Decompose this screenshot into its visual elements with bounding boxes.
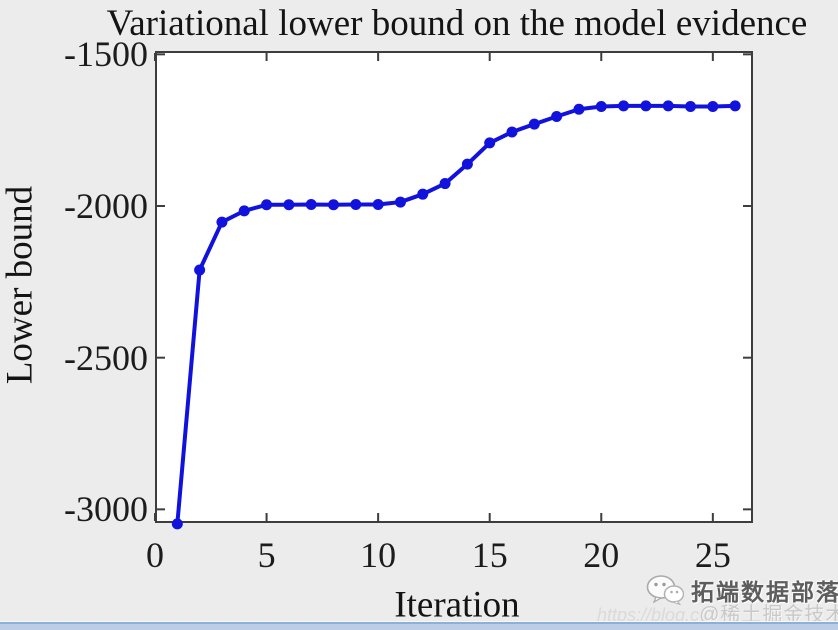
y-tick-label: -3000 bbox=[64, 489, 148, 530]
wechat-icon bbox=[646, 575, 684, 605]
data-point-marker bbox=[618, 100, 630, 112]
x-axis-label: Iteration bbox=[394, 584, 520, 626]
data-point-marker bbox=[171, 518, 183, 530]
x-tick-label: 25 bbox=[694, 535, 731, 575]
watermark-brand: 拓端数据部落 bbox=[691, 579, 838, 605]
y-axis-label: Lower bound bbox=[0, 185, 41, 385]
footer-blue-line bbox=[0, 622, 838, 624]
data-point-marker bbox=[461, 158, 473, 170]
line-chart-canvas bbox=[154, 51, 753, 530]
chart-title: Variational lower bound on the model evi… bbox=[106, 3, 808, 44]
footer-blue-bar bbox=[0, 624, 838, 630]
data-point-marker bbox=[551, 111, 563, 123]
data-point-marker bbox=[707, 101, 719, 113]
footer-highlight-line bbox=[0, 621, 838, 622]
data-point-marker bbox=[417, 188, 429, 200]
y-tick-label: -2500 bbox=[64, 337, 148, 378]
data-point-marker bbox=[729, 100, 741, 112]
data-point-marker bbox=[439, 178, 451, 190]
data-point-marker bbox=[283, 199, 295, 211]
data-point-marker bbox=[261, 199, 273, 211]
plot-area bbox=[154, 51, 753, 530]
data-point-marker bbox=[305, 198, 317, 210]
x-tick-label: 0 bbox=[146, 535, 164, 575]
x-tick-label: 10 bbox=[360, 535, 397, 575]
y-tick-label: -2000 bbox=[64, 186, 148, 226]
data-point-marker bbox=[640, 100, 652, 112]
data-point-marker bbox=[394, 196, 406, 208]
data-point-marker bbox=[216, 216, 228, 228]
x-tick-label: 20 bbox=[583, 535, 620, 575]
data-point-marker bbox=[685, 101, 697, 113]
data-point-marker bbox=[662, 100, 674, 112]
data-point-marker bbox=[528, 118, 540, 130]
x-tick-label: 15 bbox=[471, 535, 508, 575]
watermark-line1: 拓端数据部落 bbox=[646, 575, 838, 605]
data-point-marker bbox=[328, 199, 340, 211]
data-point-marker bbox=[484, 137, 496, 149]
x-tick-label: 5 bbox=[257, 535, 276, 575]
data-point-marker bbox=[506, 126, 518, 138]
data-point-marker bbox=[194, 264, 206, 276]
data-point-marker bbox=[595, 101, 607, 113]
page-footer-strip bbox=[0, 621, 838, 630]
data-point-marker bbox=[372, 198, 384, 210]
data-point-marker bbox=[350, 198, 362, 210]
data-point-marker bbox=[238, 205, 250, 217]
data-point-marker bbox=[573, 103, 585, 115]
